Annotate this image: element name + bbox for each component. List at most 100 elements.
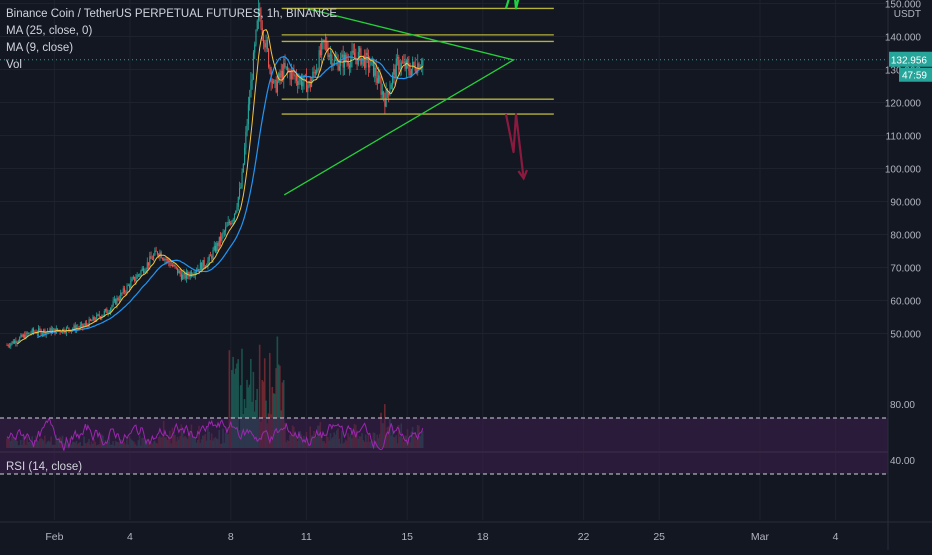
candle-body: [182, 274, 184, 280]
trend-drawings: [0, 0, 888, 196]
candle-body: [403, 61, 405, 63]
candle-body: [102, 314, 104, 317]
candle-body: [141, 268, 143, 271]
candle-body: [364, 55, 366, 68]
candle-body: [398, 56, 400, 70]
volume-bar: [279, 365, 281, 448]
candle-body: [96, 314, 98, 321]
breakdown-arrow-down: [504, 112, 525, 179]
candle-body: [174, 264, 176, 267]
candle-body: [405, 60, 407, 69]
candle-body: [311, 80, 313, 87]
candle-body: [261, 28, 263, 35]
candle-body: [244, 147, 246, 164]
candle-body: [144, 271, 146, 273]
candle-body: [400, 62, 402, 69]
rsi-legend[interactable]: RSI (14, close): [6, 461, 83, 473]
candle-body: [211, 255, 213, 259]
candle-body: [173, 264, 175, 267]
legend-ma25[interactable]: MA (25, close, 0): [6, 25, 93, 37]
candle-body: [249, 97, 251, 105]
countdown-tag: [899, 67, 932, 82]
candle-body: [6, 345, 8, 346]
candle-body: [297, 80, 299, 85]
candle-body: [242, 163, 244, 173]
candle-body: [323, 40, 325, 41]
candle-body: [20, 334, 22, 338]
candle-body: [190, 272, 193, 276]
candle-body: [255, 30, 257, 45]
candle-body: [263, 34, 265, 44]
candle-body: [269, 66, 271, 69]
candle-body: [103, 310, 105, 315]
time-tick-label: Feb: [45, 531, 63, 543]
candle-body: [329, 54, 332, 56]
candle-body: [319, 50, 321, 56]
candle-body: [274, 80, 276, 81]
candle-body: [81, 323, 83, 326]
candle-body: [361, 57, 363, 65]
candle-body: [40, 329, 42, 335]
candle-body: [183, 272, 185, 275]
candle-body: [21, 334, 23, 337]
volume-bar: [258, 344, 261, 448]
candle-body: [49, 328, 51, 332]
candle-body: [328, 55, 330, 58]
time-tick-label: 18: [477, 531, 489, 543]
candle-body: [122, 288, 124, 293]
candle-body: [338, 65, 340, 71]
candle-body: [137, 274, 139, 276]
candle-body: [300, 77, 303, 87]
candle-body: [326, 41, 328, 51]
candle-body: [131, 278, 133, 282]
candle-body: [153, 255, 155, 260]
candle-body: [342, 54, 344, 68]
volume-bar: [241, 348, 243, 448]
candle-body: [14, 340, 16, 344]
volume-bar: [277, 364, 280, 448]
price-tick-label: 90.000: [890, 198, 921, 209]
candle-body: [203, 260, 205, 267]
candle-body: [389, 89, 391, 96]
volume-bar: [250, 358, 252, 448]
candle-body: [172, 265, 174, 267]
candle-body: [166, 259, 169, 260]
candle-body: [402, 62, 404, 64]
volume-bar: [232, 356, 234, 448]
legend-title[interactable]: Binance Coin / TetherUS PERPETUAL FUTURE…: [6, 8, 338, 20]
candle-body: [134, 276, 136, 281]
candle-body: [414, 65, 416, 72]
candle-body: [185, 271, 188, 279]
candle-body: [378, 75, 380, 84]
candle-body: [276, 81, 279, 93]
candle-body: [316, 69, 318, 74]
volume-bar: [262, 381, 265, 448]
candle-body: [283, 63, 285, 80]
candle-body: [147, 262, 150, 266]
candle-body: [230, 223, 232, 225]
candle-body: [259, 8, 261, 15]
price-tick-label: 50.000: [890, 330, 921, 341]
candle-body: [218, 236, 220, 247]
price-axis-bg: [888, 0, 932, 550]
candle-body: [99, 316, 102, 319]
time-tick-label: 8: [228, 531, 234, 543]
volume-bar: [246, 379, 248, 448]
candle-body: [289, 71, 291, 80]
candle-body: [196, 271, 198, 272]
candle-body: [351, 50, 353, 60]
price-tick-label: 100.000: [885, 165, 922, 176]
legend-ma9[interactable]: MA (9, close): [6, 42, 74, 54]
legend-volume[interactable]: Vol: [6, 59, 22, 71]
candle-body: [29, 332, 31, 334]
candle-body: [34, 331, 36, 333]
candle-body: [408, 63, 410, 72]
candle-body: [89, 319, 91, 321]
time-tick-label: 4: [127, 531, 133, 543]
ma25-line: [37, 55, 424, 339]
candle-body: [7, 345, 9, 346]
candle-body: [308, 81, 310, 86]
